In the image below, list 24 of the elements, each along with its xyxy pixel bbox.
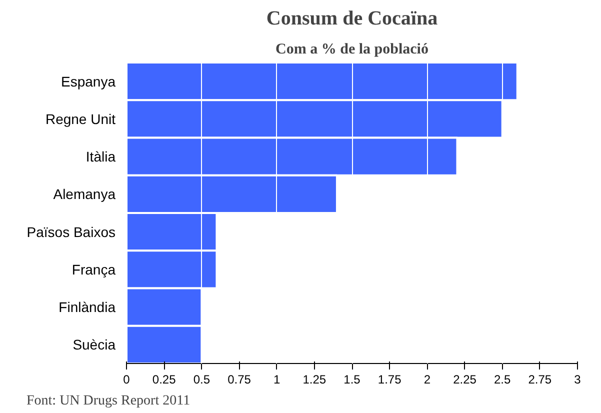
chart-title: Consum de Cocaïna: [266, 8, 438, 30]
y-tick-label: Suècia: [72, 336, 116, 353]
x-tick-label: 0.75: [228, 372, 252, 386]
y-tick-label: Alemanya: [53, 186, 116, 202]
x-tick-label: 0: [123, 372, 130, 386]
y-tick-label: Regne Unit: [45, 110, 116, 127]
text: Font: UN Drugs Report 2011: [26, 394, 190, 408]
x-tick-label: 2: [424, 372, 431, 386]
x-tick-label: 1.25: [302, 372, 326, 386]
chart-subtitle: Com a % de la població: [276, 42, 428, 58]
y-tick-label: Itàlia: [86, 148, 116, 165]
y-tick-label: Espanya: [61, 73, 116, 90]
x-tick-label: 1.5: [344, 372, 361, 386]
x-tick-label: 0.5: [193, 372, 210, 386]
x-tick-label: 2.25: [453, 372, 477, 386]
x-tick-label: 1: [273, 372, 280, 386]
x-tick-label: 2.75: [528, 372, 552, 386]
x-tick-label: 3: [574, 372, 582, 386]
x-tick-label: 2.5: [494, 372, 511, 386]
y-tick-label: Països Baixos: [26, 224, 116, 240]
x-tick-label: 0.25: [152, 372, 176, 386]
y-tick-label: França: [72, 261, 116, 278]
y-tick-label: Finlàndia: [58, 299, 116, 316]
x-tick-label: 1.75: [378, 372, 402, 386]
